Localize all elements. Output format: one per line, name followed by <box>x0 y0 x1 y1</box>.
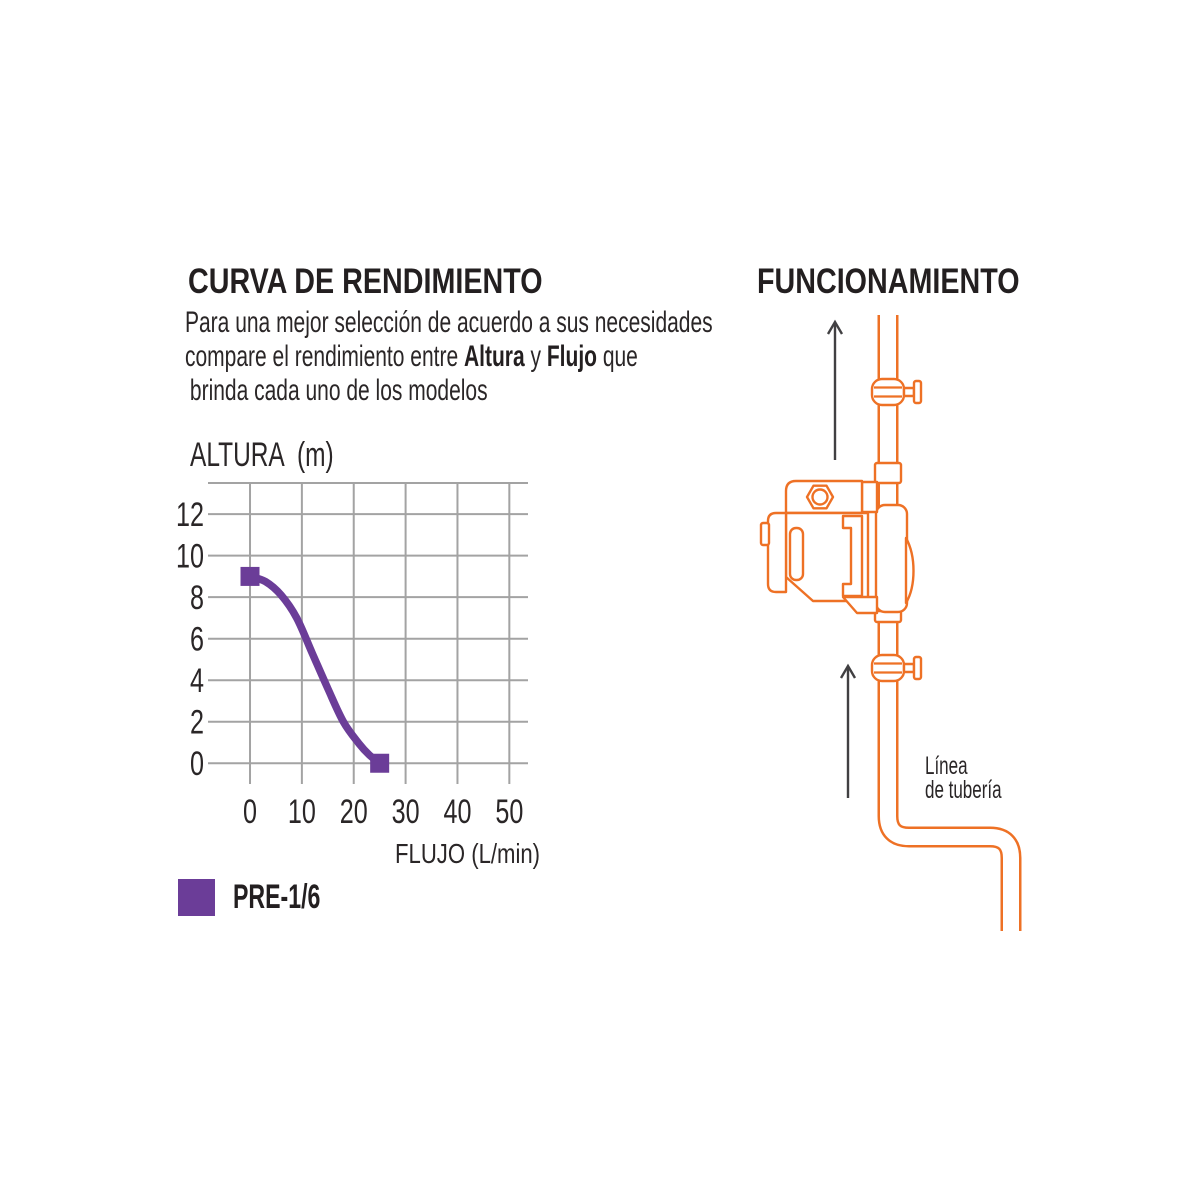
description-line-3: brinda cada uno de los modelos <box>189 374 488 407</box>
tick-label: 40 <box>443 793 471 831</box>
legend-label: PRE-1/6 <box>233 878 321 916</box>
pump-diagram <box>759 315 1022 931</box>
description-line2-text1: compare el rendimiento entre <box>185 340 464 373</box>
nut-circle-icon <box>811 488 829 506</box>
operation-title: FUNCIONAMIENTO <box>757 262 1020 301</box>
tick-label: 4 <box>190 663 204 701</box>
performance-description: Para una mejor selección de acuerdo a su… <box>185 306 713 408</box>
legend-swatch <box>178 879 215 916</box>
performance-curve <box>246 572 384 767</box>
tick-label: 2 <box>190 704 204 742</box>
y-axis-title: ALTURA (m) <box>190 436 334 474</box>
pump-icon <box>759 479 915 615</box>
tick-label: 0 <box>243 793 257 831</box>
description-line2-text2: y <box>524 340 547 373</box>
tick-label: 10 <box>288 793 316 831</box>
tick-label: 6 <box>190 621 204 659</box>
pipe-label-line-2: de tubería <box>925 776 1002 804</box>
performance-title-wrap: CURVA DE RENDIMIENTO <box>188 262 620 302</box>
valve-bottom-icon <box>870 653 923 683</box>
chart-legend: PRE-1/6 <box>178 878 362 917</box>
tick-label: 8 <box>190 580 204 618</box>
tick-label: 0 <box>190 746 204 784</box>
tick-label: 20 <box>340 793 368 831</box>
curve-marker <box>240 566 260 586</box>
flow-arrow-top-icon <box>826 319 844 460</box>
pipe-flange-top-icon <box>873 461 903 485</box>
description-flujo-bold: Flujo <box>546 340 597 373</box>
operation-title-wrap: FUNCIONAMIENTO <box>757 262 1077 302</box>
pipe-label: Línea de tubería <box>925 752 1002 804</box>
valve-top-icon <box>870 377 923 407</box>
performance-title: CURVA DE RENDIMIENTO <box>188 262 543 301</box>
tick-label: 10 <box>176 538 204 576</box>
tick-label: 12 <box>176 497 204 535</box>
description-line-1: Para una mejor selección de acuerdo a su… <box>185 306 713 339</box>
tick-label: 50 <box>495 793 523 831</box>
flow-arrow-bottom-icon <box>839 663 857 798</box>
description-line2-text3: que <box>596 340 638 373</box>
x-axis-title: FLUJO (L/min) <box>395 838 541 869</box>
curve-marker <box>370 753 390 773</box>
pipe-icon <box>877 315 1022 931</box>
pipe-label-line-1: Línea <box>925 752 968 780</box>
tick-label: 30 <box>392 793 420 831</box>
description-line-2: compare el rendimiento entre Altura y Fl… <box>185 340 713 374</box>
description-altura-bold: Altura <box>463 340 525 373</box>
